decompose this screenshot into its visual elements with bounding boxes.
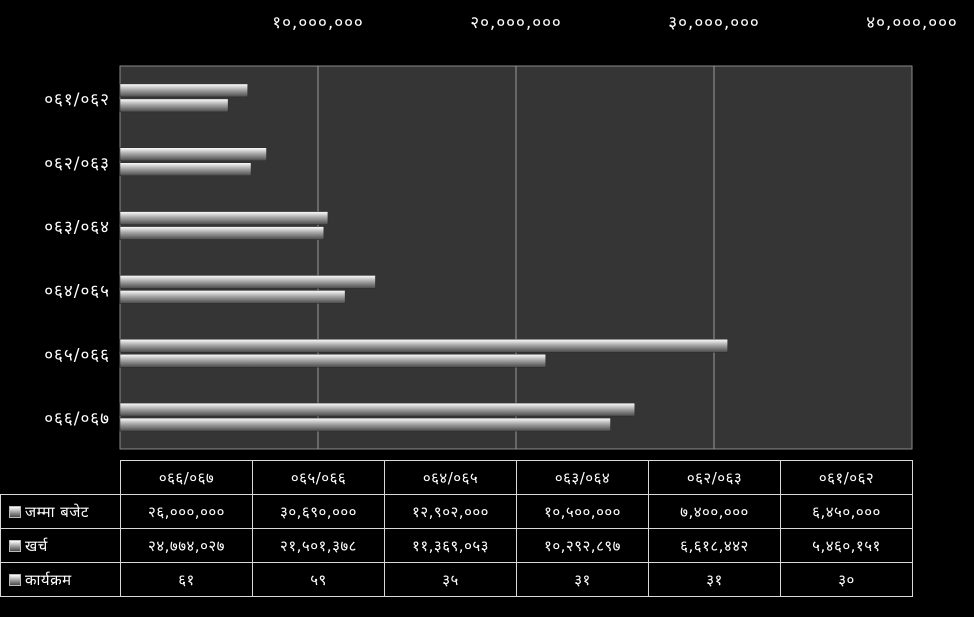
legend-key-icon [9, 574, 21, 586]
table-cell: २१,५०१,३७८ [252, 528, 385, 563]
bar-expense [119, 290, 346, 304]
bar-budget [119, 83, 248, 98]
table-cell: ५,४६०,१५१ [780, 528, 913, 563]
table-row-label: खर्च [0, 528, 121, 563]
table-cell: ३५ [384, 562, 517, 597]
table-row-programs: कार्यक्रम ६१ ५९ ३५ ३१ ३१ ३० [0, 562, 913, 597]
table-row-label: जम्मा बजेट [0, 494, 121, 529]
table-cell: ३१ [648, 562, 781, 597]
table-row-expense: खर्च २४,७७४,०२७ २१,५०१,३७८ ११,३६९,०५३ १०… [0, 528, 913, 563]
bar-budget [119, 402, 636, 417]
data-table: ०६६/०६७ ०६५/०६६ ०६४/०६५ ०६३/०६४ ०६२/०६३ … [0, 460, 913, 597]
table-cell: १०,२९२,८९७ [516, 528, 649, 563]
table-corner [1, 461, 121, 495]
bar-budget [119, 211, 329, 225]
table-cell: ६,४५०,००० [780, 494, 913, 529]
bar-budget [119, 339, 728, 353]
table-header-cell: ०६५/०६६ [252, 460, 385, 495]
table-header-cell: ०६३/०६४ [516, 460, 649, 495]
table-header-cell: ०६४/०६५ [384, 460, 517, 495]
bar-expense [119, 162, 252, 176]
table-cell: ७,४००,००० [648, 494, 781, 529]
y-tick-label: ०६५/०६६ [44, 345, 110, 365]
series-name-expense: खर्च [25, 536, 48, 555]
y-tick-label: ०६४/०६५ [44, 281, 110, 301]
table-cell: ६,६१८,४४२ [648, 528, 781, 563]
table-header-row: ०६६/०६७ ०६५/०६६ ०६४/०६५ ०६३/०६४ ०६२/०६३ … [1, 460, 913, 495]
budget-bar-chart: १०,०००,००० २०,०००,००० ३०,०००,००० ४०,०००,०००… [44, 13, 958, 450]
table-cell: १२,९०२,००० [384, 494, 517, 529]
table-cell: ५९ [252, 562, 385, 597]
x-tick-label: १०,०००,००० [272, 13, 364, 33]
legend-key-icon [9, 540, 21, 552]
table-cell: १०,५००,००० [516, 494, 649, 529]
table-cell: २४,७७४,०२७ [120, 528, 253, 563]
y-tick-label: ०६१/०६२ [44, 90, 110, 110]
x-tick-label: ३०,०००,००० [668, 13, 760, 33]
table-row-budget: जम्मा बजेट २६,०००,००० ३०,६९०,००० १२,९०२,… [0, 494, 913, 529]
bar-expense [119, 226, 325, 240]
legend-key-icon [9, 506, 21, 518]
table-row-label: कार्यक्रम [0, 562, 121, 597]
series-name-budget: जम्मा बजेट [25, 502, 89, 521]
y-tick-label: ०६३/०६४ [44, 218, 110, 238]
table-cell: ११,३६९,०५३ [384, 528, 517, 563]
bar-expense [119, 417, 611, 432]
table-header-cell: ०६६/०६७ [120, 460, 253, 495]
table-cell: ३०,६९०,००० [252, 494, 385, 529]
bar-budget [119, 147, 267, 161]
bar-expense [119, 354, 546, 368]
bar-expense [119, 98, 229, 113]
x-tick-label: ४०,०००,००० [866, 13, 958, 33]
bar-budget [119, 275, 376, 289]
table-header-cell: ०६२/०६३ [648, 460, 781, 495]
y-tick-label: ०६६/०६७ [44, 409, 110, 429]
series-name-programs: कार्यक्रम [25, 570, 72, 589]
y-tick-label: ०६२/०६३ [44, 154, 110, 174]
table-cell: २६,०००,००० [120, 494, 253, 529]
table-header-cell: ०६१/०६२ [780, 460, 913, 495]
table-cell: ६१ [120, 562, 253, 597]
table-cell: ३१ [516, 562, 649, 597]
table-cell: ३० [780, 562, 913, 597]
x-tick-label: २०,०००,००० [470, 13, 562, 33]
